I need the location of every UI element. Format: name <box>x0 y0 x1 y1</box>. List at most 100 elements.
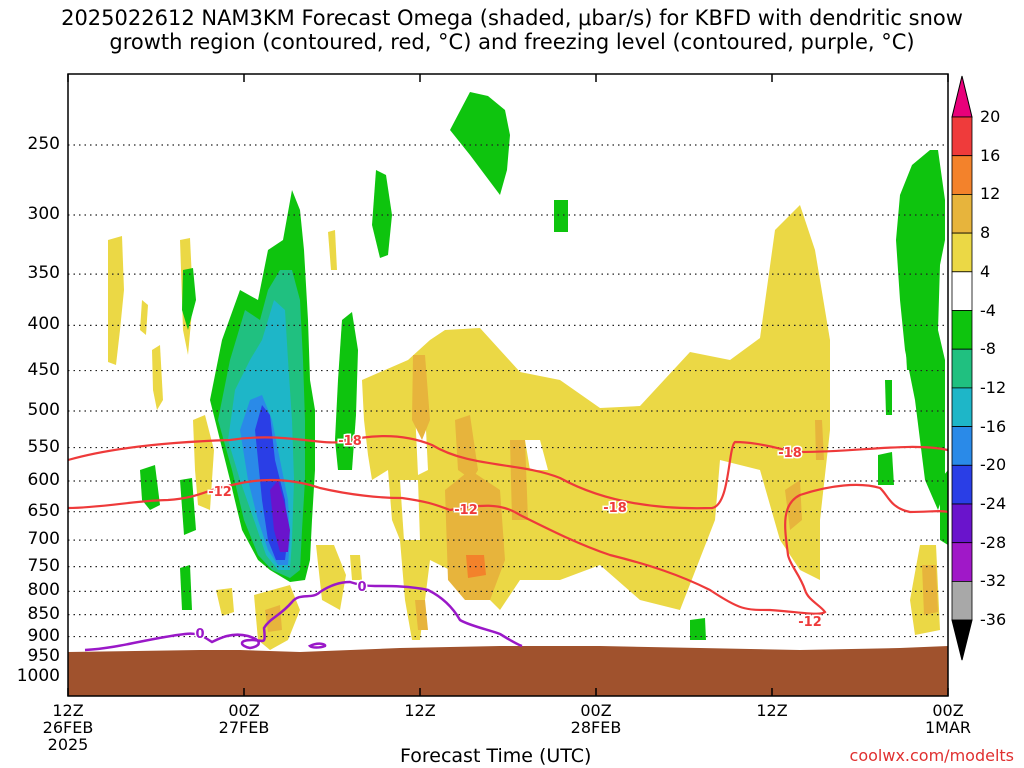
colorbar-swatch <box>951 503 973 544</box>
colorbar-level-label: -28 <box>980 532 1007 552</box>
source-watermark[interactable]: coolwx.com/modelts <box>849 746 1014 765</box>
colorbar-level-label: -12 <box>980 377 1007 397</box>
freezing-level-contours <box>84 580 523 652</box>
x-axis-title: Forecast Time (UTC) <box>400 745 592 767</box>
y-tick-label: 600 <box>27 469 60 490</box>
colorbar-max-triangle <box>951 75 973 118</box>
chart-title-line-2: growth region (contoured, red, °C) and f… <box>109 30 915 54</box>
contour-label: -12 <box>454 503 478 518</box>
y-tick-label: 300 <box>27 203 60 224</box>
omega-area <box>216 588 234 616</box>
x-tick-label-line: 12Z <box>756 701 788 720</box>
colorbar-swatch <box>951 464 973 505</box>
x-tick-label: 12Z 26FEB 2025 <box>28 702 108 753</box>
omega-area <box>905 330 917 370</box>
contour-label: 0 <box>357 580 366 595</box>
x-tick-label: 12Z <box>380 702 460 719</box>
colorbar-swatch <box>951 387 973 427</box>
colorbar-level-label: -24 <box>980 494 1007 513</box>
colorbar-swatch <box>951 542 973 582</box>
y-tick-label: 900 <box>27 625 60 646</box>
y-tick-label: 950 <box>27 646 60 667</box>
colorbar-swatch <box>951 310 973 350</box>
omega-area <box>108 236 124 365</box>
omega-area <box>335 312 358 470</box>
y-tick-label: 250 <box>27 134 60 154</box>
x-axis-ticks <box>67 74 949 696</box>
dendritic-growth-contours <box>67 435 949 615</box>
omega-area <box>785 480 802 530</box>
contour-line-zero <box>84 580 523 652</box>
colorbar-swatch <box>951 426 973 466</box>
omega-area <box>878 452 894 485</box>
y-tick-label: 350 <box>27 263 60 284</box>
colorbar-level-label: -32 <box>980 571 1007 591</box>
colorbar-min-triangle <box>951 619 973 661</box>
omega-area <box>362 205 830 640</box>
contour-line-minus-18-left <box>67 435 949 510</box>
x-tick-label-line: 00Z <box>580 701 612 720</box>
omega-area <box>445 470 505 600</box>
omega-area <box>415 600 428 630</box>
contour-label: -12 <box>208 485 232 500</box>
y-tick-label: 800 <box>27 580 60 601</box>
omega-area <box>815 420 824 460</box>
omega-area <box>193 415 214 510</box>
x-tick-label-line: 00Z <box>228 701 260 720</box>
omega-area <box>180 478 196 535</box>
omega-area <box>896 150 945 510</box>
contour-label: -18 <box>603 501 627 516</box>
x-tick-label-line: 12Z <box>52 701 84 720</box>
y-tick-label: 400 <box>27 314 60 335</box>
x-tick-label-line: 28FEB <box>570 718 622 737</box>
contour-line-zero-small <box>307 642 327 649</box>
x-tick-label: 00Z 27FEB <box>204 702 284 736</box>
colorbar-swatch <box>951 232 973 273</box>
terrain-surface <box>68 646 948 696</box>
colorbar-swatch <box>951 271 973 311</box>
colorbar-swatch <box>951 581 973 621</box>
colorbar-level-label: 16 <box>980 145 1001 165</box>
omega-area <box>270 480 290 552</box>
omega-area <box>922 565 938 615</box>
colorbar-level-label: -36 <box>980 610 1007 630</box>
x-tick-label-line: 2025 <box>47 735 89 754</box>
y-tick-label: 850 <box>27 603 60 624</box>
omega-area <box>510 440 528 520</box>
y-tick-label: 450 <box>27 359 60 380</box>
contour-label: -18 <box>778 446 802 461</box>
y-tick-label: 700 <box>27 529 60 550</box>
omega-area <box>180 565 192 610</box>
chart-title-line-1: 2025022612 NAM3KM Forecast Omega (shaded… <box>61 6 963 30</box>
contour-labels: -18 -12 -12 -18 -18 -12 0 0 <box>194 433 823 644</box>
colorbar-level-label: 20 <box>980 107 1001 126</box>
colorbar-swatch <box>951 155 973 195</box>
omega-area <box>940 470 948 545</box>
y-tick-label: 1000 <box>16 666 60 686</box>
contour-label: 0 <box>195 627 204 642</box>
y-tick-label: 500 <box>27 400 60 420</box>
colorbar-swatch <box>951 193 973 234</box>
y-tick-label: 750 <box>27 555 60 576</box>
colorbar <box>951 75 973 661</box>
contour-label: -18 <box>338 434 362 449</box>
x-tick-label: 12Z <box>732 702 812 719</box>
colorbar-level-label: 12 <box>980 184 1001 204</box>
contour-line-minus-12 <box>67 479 949 615</box>
x-tick-label-line: 26FEB <box>42 718 94 737</box>
colorbar-swatch <box>951 348 973 389</box>
omega-area <box>450 92 510 195</box>
plot-frame <box>67 73 949 697</box>
omega-area <box>316 545 346 610</box>
x-tick-label-line: 00Z <box>932 701 964 720</box>
x-tick-label-line: 27FEB <box>218 718 270 737</box>
omega-area <box>455 415 478 480</box>
colorbar-level-label: 8 <box>980 223 991 243</box>
x-tick-label-line: 1MAR <box>924 718 972 737</box>
omega-area <box>372 170 392 258</box>
x-tick-label: 00Z 1MAR <box>908 702 988 736</box>
x-tick-label-line: 12Z <box>404 701 436 720</box>
y-tick-label: 550 <box>27 436 60 457</box>
omega-area <box>400 480 420 540</box>
